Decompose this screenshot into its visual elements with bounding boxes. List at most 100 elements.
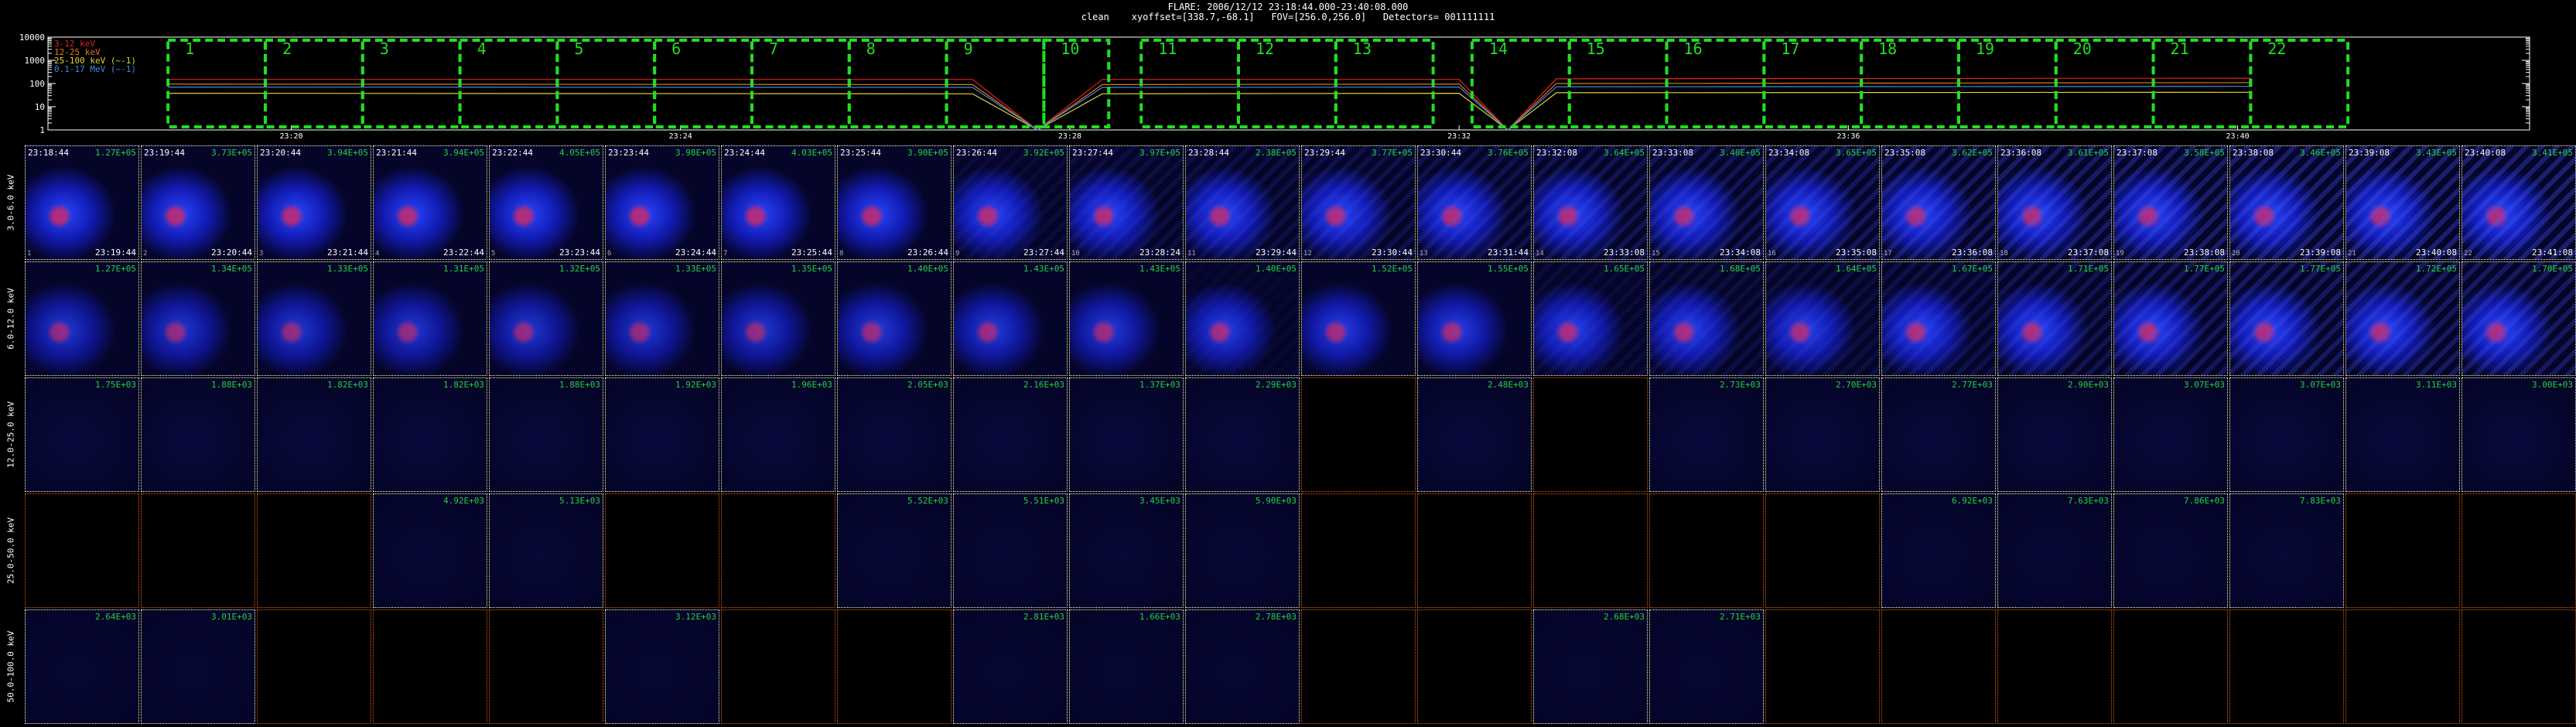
image-cell[interactable]: 5.90E+03 xyxy=(1185,493,1300,608)
image-cell[interactable] xyxy=(1533,377,1648,492)
image-cell[interactable]: 23:20:44 23:21:44 3 3.94E+05 xyxy=(257,145,371,260)
image-cell[interactable]: 2.64E+03 xyxy=(25,609,139,724)
image-cell[interactable]: 3.12E+03 xyxy=(605,609,719,724)
image-cell[interactable]: 1.55E+05 xyxy=(1417,261,1532,376)
image-cell[interactable]: 1.77E+05 xyxy=(2229,261,2344,376)
image-cell[interactable] xyxy=(1765,609,1880,724)
image-cell[interactable]: 1.82E+03 xyxy=(373,377,487,492)
image-cell[interactable]: 1.52E+05 xyxy=(1301,261,1416,376)
image-cell[interactable]: 23:29:44 23:30:44 12 3.77E+05 xyxy=(1301,145,1416,260)
image-cell[interactable] xyxy=(141,493,255,608)
image-cell[interactable]: 2.16E+03 xyxy=(953,377,1068,492)
image-cell[interactable] xyxy=(489,609,603,724)
image-cell[interactable] xyxy=(1417,493,1532,608)
image-cell[interactable]: 1.40E+05 xyxy=(837,261,951,376)
image-cell[interactable] xyxy=(721,609,835,724)
image-cell[interactable]: 2.73E+03 xyxy=(1649,377,1764,492)
image-cell[interactable]: 2.77E+03 xyxy=(1881,377,1996,492)
image-cell[interactable]: 7.86E+03 xyxy=(2113,493,2228,608)
image-cell[interactable]: 23:40:08 23:41:08 22 3.41E+05 xyxy=(2462,145,2576,260)
image-cell[interactable]: 23:32:08 23:33:08 14 3.64E+05 xyxy=(1533,145,1648,260)
image-cell[interactable]: 7.63E+03 xyxy=(1997,493,2112,608)
image-cell[interactable]: 1.40E+05 xyxy=(1185,261,1300,376)
image-cell[interactable]: 23:23:44 23:24:44 6 3.98E+05 xyxy=(605,145,719,260)
image-cell[interactable]: 1.75E+03 xyxy=(25,377,139,492)
image-cell[interactable] xyxy=(25,493,139,608)
image-cell[interactable]: 2.71E+03 xyxy=(1649,609,1764,724)
image-cell[interactable] xyxy=(1649,493,1764,608)
image-cell[interactable]: 2.70E+03 xyxy=(1765,377,1880,492)
image-cell[interactable]: 1.32E+05 xyxy=(489,261,603,376)
image-cell[interactable]: 1.27E+05 xyxy=(25,261,139,376)
image-cell[interactable]: 1.43E+05 xyxy=(953,261,1068,376)
image-cell[interactable]: 23:36:08 23:37:08 18 3.61E+05 xyxy=(1997,145,2112,260)
image-cell[interactable] xyxy=(2462,493,2576,608)
image-cell[interactable]: 5.51E+03 xyxy=(953,493,1068,608)
image-cell[interactable]: 23:38:08 23:39:08 20 3.46E+05 xyxy=(2229,145,2344,260)
image-cell[interactable]: 3.07E+03 xyxy=(2113,377,2228,492)
image-cell[interactable]: 2.90E+03 xyxy=(1997,377,2112,492)
image-cell[interactable] xyxy=(1881,609,1996,724)
image-cell[interactable]: 23:18:44 23:19:44 1 1.27E+05 xyxy=(25,145,139,260)
image-cell[interactable]: 23:24:44 23:25:44 7 4.03E+05 xyxy=(721,145,835,260)
image-cell[interactable]: 1.82E+03 xyxy=(257,377,371,492)
image-cell[interactable]: 3.11E+03 xyxy=(2345,377,2460,492)
image-cell[interactable]: 1.88E+03 xyxy=(489,377,603,492)
image-cell[interactable]: 23:19:44 23:20:44 2 3.73E+05 xyxy=(141,145,255,260)
image-cell[interactable] xyxy=(373,609,487,724)
image-cell[interactable] xyxy=(1301,493,1416,608)
image-cell[interactable]: 3.45E+03 xyxy=(1069,493,1184,608)
image-cell[interactable] xyxy=(1997,609,2112,724)
image-cell[interactable] xyxy=(1765,493,1880,608)
image-cell[interactable] xyxy=(2462,609,2576,724)
image-cell[interactable]: 1.66E+03 xyxy=(1069,609,1184,724)
image-cell[interactable]: 1.34E+05 xyxy=(141,261,255,376)
image-cell[interactable] xyxy=(2113,609,2228,724)
image-cell[interactable] xyxy=(1301,377,1416,492)
image-cell[interactable]: 1.33E+05 xyxy=(257,261,371,376)
image-cell[interactable]: 23:22:44 23:23:44 5 4.05E+05 xyxy=(489,145,603,260)
image-cell[interactable] xyxy=(2345,609,2460,724)
image-cell[interactable]: 23:34:08 23:35:08 16 3.65E+05 xyxy=(1765,145,1880,260)
image-cell[interactable] xyxy=(257,609,371,724)
image-cell[interactable]: 23:28:44 23:29:44 11 2.38E+05 xyxy=(1185,145,1300,260)
image-cell[interactable]: 3.01E+03 xyxy=(141,609,255,724)
image-cell[interactable]: 5.52E+03 xyxy=(837,493,951,608)
image-cell[interactable]: 1.31E+05 xyxy=(373,261,487,376)
image-cell[interactable]: 1.71E+05 xyxy=(1997,261,2112,376)
image-cell[interactable]: 1.72E+05 xyxy=(2345,261,2460,376)
image-cell[interactable]: 2.68E+03 xyxy=(1533,609,1648,724)
image-cell[interactable]: 1.77E+05 xyxy=(2113,261,2228,376)
image-cell[interactable]: 1.33E+05 xyxy=(605,261,719,376)
image-cell[interactable] xyxy=(1533,493,1648,608)
image-cell[interactable]: 2.05E+03 xyxy=(837,377,951,492)
image-cell[interactable]: 23:37:08 23:38:08 19 3.58E+05 xyxy=(2113,145,2228,260)
image-cell[interactable] xyxy=(257,493,371,608)
image-cell[interactable]: 7.83E+03 xyxy=(2229,493,2344,608)
image-cell[interactable]: 4.92E+03 xyxy=(373,493,487,608)
image-cell[interactable]: 1.92E+03 xyxy=(605,377,719,492)
image-cell[interactable]: 1.96E+03 xyxy=(721,377,835,492)
image-cell[interactable] xyxy=(2345,493,2460,608)
image-cell[interactable]: 2.81E+03 xyxy=(953,609,1068,724)
image-cell[interactable]: 3.00E+03 xyxy=(2462,377,2576,492)
image-cell[interactable]: 23:25:44 23:26:44 8 3.90E+05 xyxy=(837,145,951,260)
image-cell[interactable]: 23:35:08 23:36:08 17 3.62E+05 xyxy=(1881,145,1996,260)
image-cell[interactable]: 23:21:44 23:22:44 4 3.94E+05 xyxy=(373,145,487,260)
image-cell[interactable]: 2.48E+03 xyxy=(1417,377,1532,492)
image-cell[interactable]: 1.67E+05 xyxy=(1881,261,1996,376)
image-cell[interactable]: 3.07E+03 xyxy=(2229,377,2344,492)
image-cell[interactable]: 23:33:08 23:34:08 15 3.40E+05 xyxy=(1649,145,1764,260)
image-cell[interactable]: 23:30:44 23:31:44 13 3.76E+05 xyxy=(1417,145,1532,260)
image-cell[interactable] xyxy=(1417,609,1532,724)
image-cell[interactable]: 6.92E+03 xyxy=(1881,493,1996,608)
image-cell[interactable]: 1.43E+05 xyxy=(1069,261,1184,376)
image-cell[interactable]: 2.29E+03 xyxy=(1185,377,1300,492)
image-cell[interactable]: 1.65E+05 xyxy=(1533,261,1648,376)
image-cell[interactable] xyxy=(2229,609,2344,724)
image-cell[interactable]: 1.68E+05 xyxy=(1649,261,1764,376)
image-cell[interactable]: 2.78E+03 xyxy=(1185,609,1300,724)
image-cell[interactable]: 1.64E+05 xyxy=(1765,261,1880,376)
image-cell[interactable]: 23:27:44 23:28:24 10 3.97E+05 xyxy=(1069,145,1184,260)
image-cell[interactable] xyxy=(1301,609,1416,724)
